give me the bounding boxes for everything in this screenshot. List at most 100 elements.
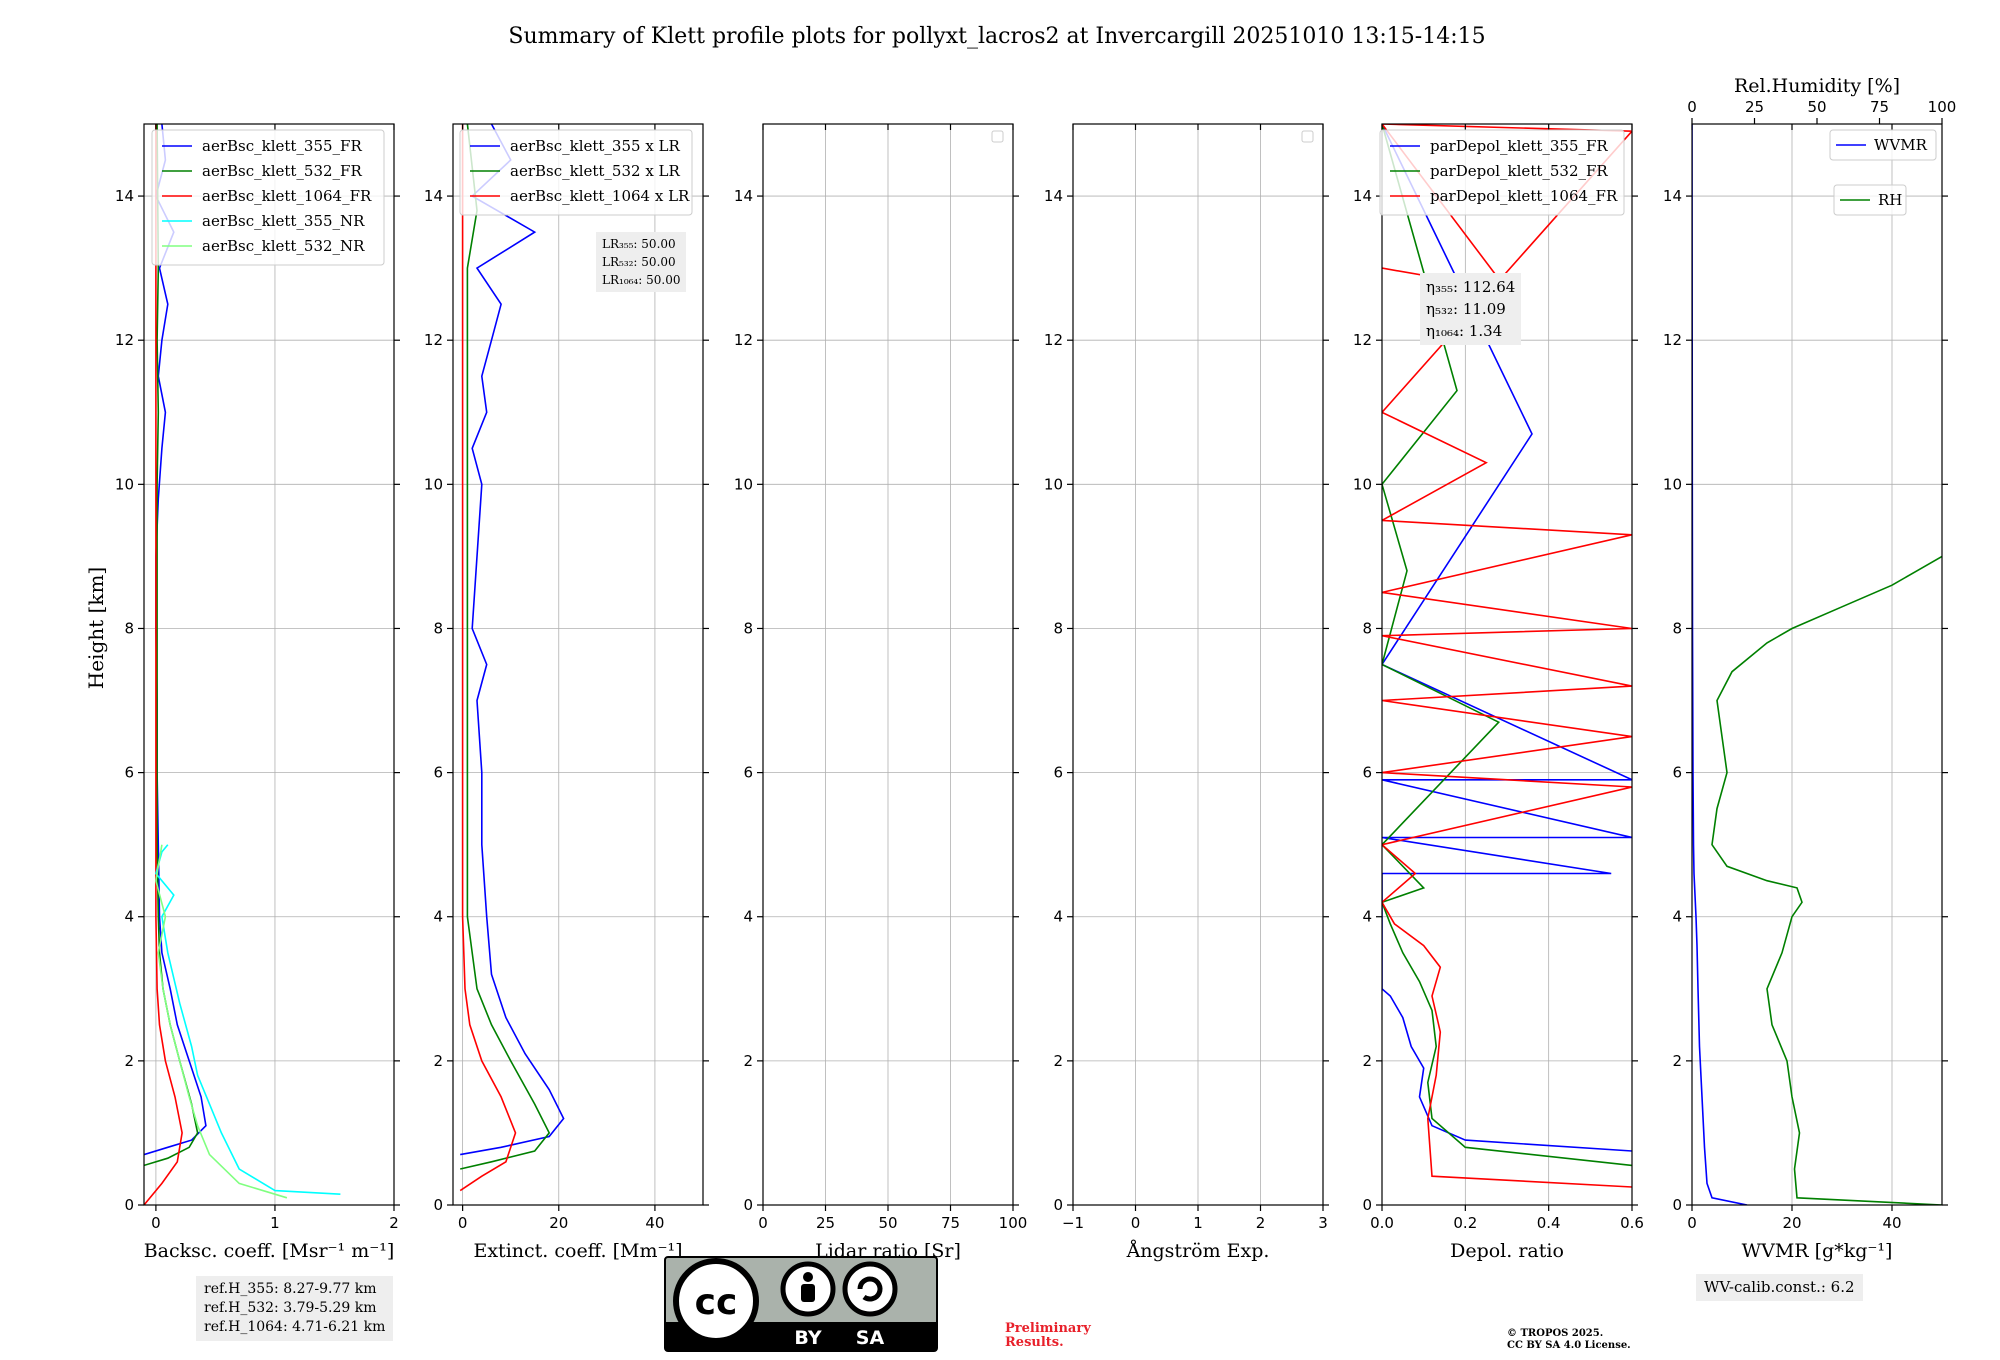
reference-height-box: ref.H_355: 8.27-9.77 km ref.H_532: 3.79-… [196, 1276, 394, 1341]
plot-area [1692, 124, 1942, 1205]
plot-area [1382, 124, 1632, 1188]
x-tick-label: 20 [549, 1214, 568, 1232]
x-tick-label: −1 [1062, 1214, 1084, 1232]
x2-tick-label: 25 [1745, 98, 1764, 116]
x2-tick-label: 75 [1870, 98, 1889, 116]
x-tick-label: 1 [1193, 1214, 1203, 1232]
x-tick-label: 0.2 [1453, 1214, 1477, 1232]
y-tick-label: 0 [124, 1196, 134, 1214]
y-tick-label: 8 [1053, 619, 1063, 637]
axes-frame [1381, 123, 1633, 1206]
empty-legend [1301, 130, 1314, 143]
y-tick-label: 6 [124, 764, 134, 782]
x-tick-label: 3 [1318, 1214, 1328, 1232]
cc-license-badge: cc BY SA [664, 1256, 938, 1352]
x2-axis-label: Rel.Humidity [%] [1734, 75, 1900, 97]
copyright-line2: CC BY SA 4.0 License. [1507, 1340, 1631, 1351]
figure-title: Summary of Klett profile plots for polly… [508, 24, 1485, 49]
legend-entry: aerBsc_klett_1064 x LR [510, 187, 690, 205]
x-tick-label: 0 [758, 1214, 768, 1232]
x-axis-label: Ångström Exp. [1126, 1240, 1270, 1262]
legend-entry: aerBsc_klett_355_NR [202, 212, 365, 230]
x-tick-label: 40 [645, 1214, 664, 1232]
x-tick-label: 40 [1882, 1214, 1901, 1232]
y-tick-label: 12 [1044, 331, 1063, 349]
y-tick-label: 10 [734, 475, 753, 493]
eta-355: η₃₅₅: 112.64 [1426, 278, 1516, 296]
x2-tick-label: 100 [1928, 98, 1957, 116]
legend-box [1829, 129, 1937, 161]
y-tick-label: 6 [1053, 764, 1063, 782]
legend-box [459, 129, 693, 216]
y-tick-label: 8 [743, 619, 753, 637]
y-tick-label: 14 [1663, 187, 1682, 205]
ref-h-355: ref.H_355: 8.27-9.77 km [204, 1281, 377, 1297]
y-tick-label: 12 [115, 331, 134, 349]
y-tick-label: 0 [1672, 1196, 1682, 1214]
ref-h-532: ref.H_532: 3.79-5.29 km [204, 1300, 377, 1316]
y-tick-label: 4 [743, 908, 753, 926]
y-tick-label: 2 [1362, 1052, 1372, 1070]
x-tick-label: 50 [878, 1214, 897, 1232]
legend-box [151, 129, 385, 266]
y-tick-label: 8 [433, 619, 443, 637]
y-tick-label: 4 [433, 908, 443, 926]
copyright-line1: © TROPOS 2025. [1507, 1328, 1604, 1339]
legend: parDepol_klett_355_FR parDepol_klett_532_… [1379, 129, 1625, 216]
empty-legend [991, 130, 1004, 143]
y-tick-label: 12 [1353, 331, 1372, 349]
x-tick-label: 0 [1131, 1214, 1141, 1232]
eta-532: η₅₃₂: 11.09 [1426, 300, 1506, 318]
copyright-note: © TROPOS 2025. CC BY SA 4.0 License. [1507, 1328, 1631, 1352]
x-tick-label: 0.6 [1620, 1214, 1644, 1232]
series-aerBsc_klett_532_NR [155, 844, 288, 1199]
x-tick-label: 0.0 [1370, 1214, 1394, 1232]
x-tick-label: 25 [816, 1214, 835, 1232]
x-tick-label: 0.4 [1537, 1214, 1561, 1232]
x-tick-label: 100 [999, 1214, 1028, 1232]
legend-entry: RH [1878, 191, 1902, 209]
legend-entry: aerBsc_klett_1064_FR [202, 187, 372, 205]
x-tick-label: 0 [458, 1214, 468, 1232]
x-axis-label: WVMR [g*kg⁻¹] [1742, 1240, 1893, 1262]
y-tick-label: 0 [433, 1196, 443, 1214]
x-tick-label: 75 [941, 1214, 960, 1232]
y-tick-label: 6 [433, 764, 443, 782]
series-RH [1711, 555, 1942, 1205]
x-tick-label: 2 [389, 1214, 399, 1232]
panel-wvmr: 0 20 40 0 2 4 6 8 10 12 14 WVMR [g*kg⁻¹] 0 25 50 75 100 R… [1663, 75, 1956, 1262]
y-tick-label: 0 [743, 1196, 753, 1214]
y-tick-label: 10 [1044, 475, 1063, 493]
y-tick-label: 6 [743, 764, 753, 782]
y-tick-label: 14 [115, 187, 134, 205]
panel-depol: 0.0 0.2 0.4 0.6 0 2 4 6 8 10 12 14 Depol. ratio parDe… [1353, 123, 1644, 1262]
ref-h-1064: ref.H_1064: 4.71-6.21 km [204, 1319, 386, 1335]
axes-frame [143, 123, 395, 1206]
y-tick-label: 4 [124, 908, 134, 926]
share-alike-icon [842, 1261, 898, 1317]
y-tick-label: 14 [1044, 187, 1063, 205]
wv-calib-const: WV-calib.const.: 6.2 [1704, 1278, 1855, 1296]
y-tick-label: 14 [1353, 187, 1372, 205]
legend-entry: aerBsc_klett_532 x LR [510, 162, 681, 180]
series-parDepol_klett_532_FR [1382, 124, 1632, 1167]
legend-entry: aerBsc_klett_532_FR [202, 162, 362, 180]
legend-entry: aerBsc_klett_355_FR [202, 137, 362, 155]
y-tick-label: 14 [424, 187, 443, 205]
y-tick-label: 2 [433, 1052, 443, 1070]
legend-entry: parDepol_klett_355_FR [1430, 137, 1608, 155]
y-tick-label: 4 [1362, 908, 1372, 926]
x2-tick-label: 0 [1687, 98, 1697, 116]
cc-icon [673, 1258, 759, 1344]
series-aerBsc_klett_1064_FR [144, 124, 183, 1205]
x-tick-label: 0 [151, 1214, 161, 1232]
y-tick-label: 8 [124, 619, 134, 637]
preliminary-line1: Preliminary [1005, 1321, 1091, 1336]
y-tick-label: 2 [124, 1052, 134, 1070]
x2-tick-label: 50 [1807, 98, 1826, 116]
x-axis-label: Backsc. coeff. [Msr⁻¹ m⁻¹] [144, 1240, 395, 1262]
preliminary-note: Preliminary Results. [1005, 1322, 1091, 1350]
